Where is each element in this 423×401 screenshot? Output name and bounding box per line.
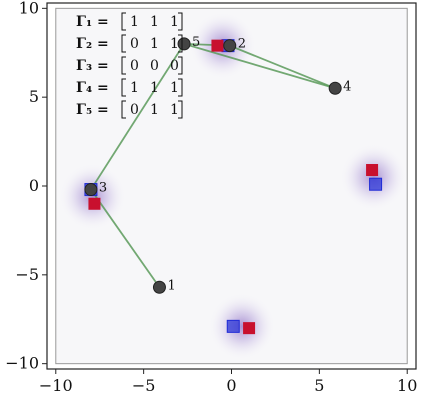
matrix-entry: 1 <box>150 14 159 30</box>
agent-marker <box>84 183 98 197</box>
matrix-lhs: Γ₁ = <box>76 14 109 30</box>
agent-label: 3 <box>99 181 107 196</box>
matrix-lhs: Γ₄ = <box>76 80 109 96</box>
density-glow <box>339 143 408 212</box>
matrix-legend: Γ₁ = 1 1 1Γ₂ = 0 1 1Γ₃ = 0 0 0Γ₄ = 1 1 1Γ₅ = 0 1 1 <box>76 12 183 119</box>
matrix-lhs: Γ₃ = <box>76 58 109 74</box>
comm-edge <box>229 44 336 90</box>
matrix-entry: 1 <box>150 102 159 118</box>
x-tick-label: −10 <box>39 376 73 395</box>
blue-square-marker <box>226 319 240 333</box>
matrix-entry: 1 <box>170 80 179 96</box>
y-tick-label: −5 <box>15 265 39 284</box>
matrix-entry: 1 <box>150 36 159 52</box>
matrix-lhs: Γ₂ = <box>76 36 109 52</box>
density-glow <box>208 292 277 361</box>
matrix-bracket-right <box>178 56 183 75</box>
matrix-bracket-right <box>178 34 183 53</box>
matrix-bracket-right <box>178 12 183 31</box>
agent-marker <box>177 37 191 51</box>
matrix-bracket-left <box>121 100 126 119</box>
red-square-marker <box>88 197 101 210</box>
matrix-entry: 1 <box>170 36 179 52</box>
agent-marker <box>223 39 237 53</box>
matrix-entry: 1 <box>150 80 159 96</box>
y-tick-label: −10 <box>5 354 39 373</box>
agent-label: 5 <box>192 35 200 50</box>
blue-square-marker <box>369 177 383 191</box>
agent-label: 1 <box>167 278 175 293</box>
matrix-bracket-left <box>121 56 126 75</box>
density-glow <box>58 162 127 231</box>
matrix-entry: 0 <box>130 58 139 74</box>
matrix-bracket-left <box>121 12 126 31</box>
red-square-marker <box>211 39 224 52</box>
matrix-entry: 1 <box>170 14 179 30</box>
red-square-marker <box>366 164 379 177</box>
y-tick-label: 10 <box>19 0 39 17</box>
y-tick-label: 0 <box>29 176 39 195</box>
agent-label: 4 <box>343 79 351 94</box>
agent-marker <box>328 81 342 95</box>
matrix-entry: 1 <box>130 14 139 30</box>
matrix-entry: 0 <box>130 36 139 52</box>
agent-marker <box>152 280 166 294</box>
red-square-marker <box>243 322 256 335</box>
matrix-lhs: Γ₅ = <box>76 102 109 118</box>
agent-label: 2 <box>238 37 246 52</box>
matrix-bracket-right <box>178 78 183 97</box>
matrix-bracket-left <box>121 78 126 97</box>
x-tick-label: 5 <box>314 376 324 395</box>
x-tick-label: 10 <box>397 376 417 395</box>
x-tick-label: 0 <box>226 376 236 395</box>
comm-edge <box>183 43 336 90</box>
matrix-bracket-right <box>178 100 183 119</box>
x-tick-label: −5 <box>132 376 156 395</box>
matrix-bracket-left <box>121 34 126 53</box>
y-tick-label: 5 <box>29 87 39 106</box>
matrix-entry: 1 <box>130 80 139 96</box>
matrix-entry: 0 <box>130 102 139 118</box>
matrix-entry: 1 <box>170 102 179 118</box>
comm-edge <box>90 189 161 288</box>
matrix-entry: 0 <box>150 58 159 74</box>
comm-edge <box>90 43 185 191</box>
matrix-entry: 0 <box>170 58 179 74</box>
